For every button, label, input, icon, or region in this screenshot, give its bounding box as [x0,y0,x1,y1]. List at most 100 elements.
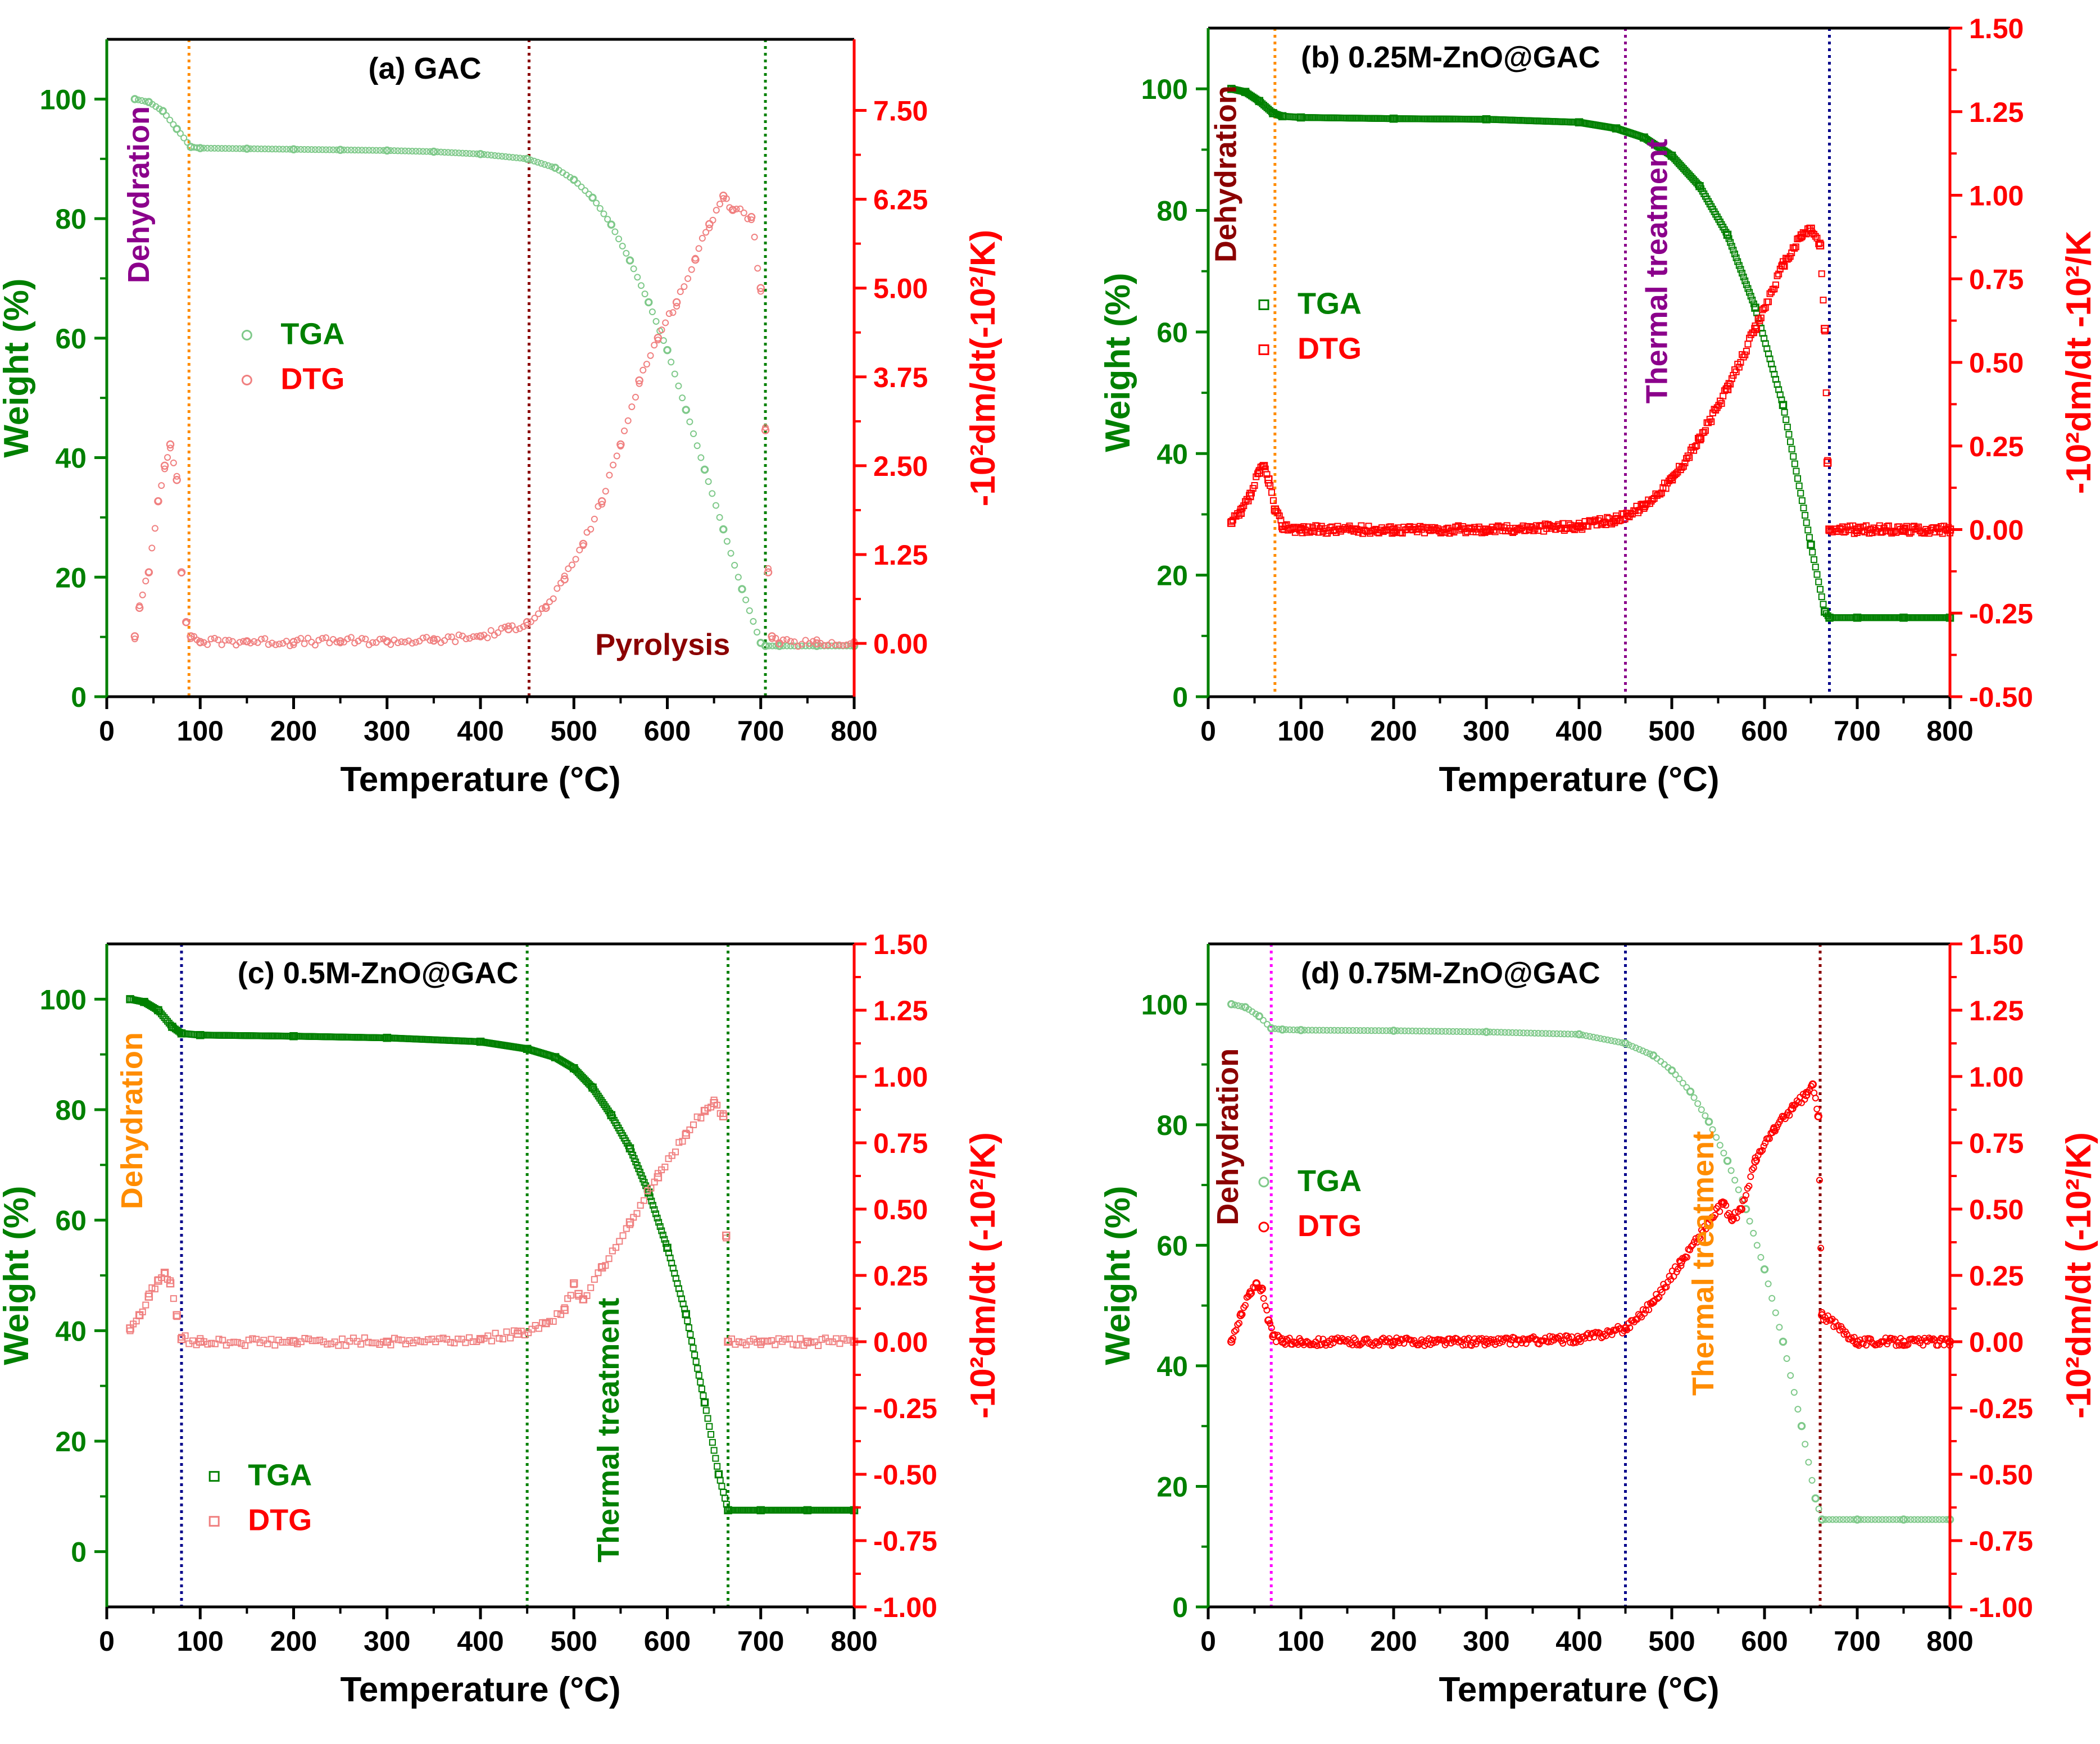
series-marker [1472,1028,1479,1036]
series-marker [684,275,692,282]
series-marker [264,1340,271,1347]
series-marker [1733,1214,1740,1221]
series-marker [649,1202,656,1209]
data-point [166,440,175,449]
series-marker [405,147,412,155]
series-marker [1258,1286,1266,1293]
data-point [336,637,344,646]
series-marker [1597,1035,1604,1042]
series-marker [1263,1306,1271,1314]
series-marker [826,1338,833,1345]
series-marker [1239,1311,1246,1318]
series-marker [690,1345,697,1352]
series-marker [535,610,542,617]
series-marker [634,274,641,281]
series-marker [659,1232,666,1239]
series-marker [746,607,753,614]
series-marker [243,145,251,152]
series-marker [1353,1341,1360,1348]
series-marker [1743,1206,1749,1212]
series-marker [1776,1324,1783,1331]
y-axis-title: Weight (%) [0,1186,36,1365]
series-marker [178,1334,185,1341]
series-marker [1825,1516,1833,1523]
series-marker [793,1342,800,1349]
y2-tick-label: 1.25 [873,539,928,571]
series-marker [1815,1505,1822,1513]
legend-dtg-label: DTG [248,1504,312,1537]
series-marker [632,393,639,401]
series-marker [1871,1516,1879,1523]
series-marker [1346,1341,1353,1348]
series-marker [671,370,678,378]
x-tick-label: 300 [364,715,410,747]
y-tick-label: 20 [55,1426,87,1457]
series-marker [151,1286,158,1293]
series-marker [1809,548,1816,556]
series-marker [1364,1027,1371,1034]
series-marker [1655,1293,1663,1301]
series-marker [148,544,156,552]
series-marker [301,1334,309,1342]
series-marker [448,633,455,641]
data-point [523,617,532,626]
series-marker [688,1338,695,1345]
series-marker [693,442,701,449]
series-marker [768,1337,775,1344]
series-marker [391,1334,398,1342]
x-axis-title: Temperature (°C) [1439,760,1719,799]
series-marker [582,187,589,194]
series-marker [323,634,330,642]
series-marker [628,403,636,410]
series-marker [1802,512,1809,519]
series-marker [1746,289,1753,296]
series-marker [1271,1025,1278,1032]
series-marker [394,639,401,647]
series-marker [619,1232,627,1239]
series-marker [514,1327,521,1334]
series-marker [679,394,686,402]
series-marker [1820,601,1827,608]
series-marker [662,319,669,326]
series-marker [335,1342,342,1349]
series-marker [1791,460,1798,467]
series-marker [1604,1036,1611,1043]
series-marker [409,639,416,647]
series-marker [1854,1516,1861,1523]
data-point [1227,1337,1236,1346]
series-marker [554,1310,561,1318]
series-marker [1290,1026,1297,1033]
series-marker [1809,1080,1816,1088]
series-marker [1781,1115,1789,1123]
series-marker [579,542,587,549]
series-marker [1725,235,1732,242]
series-marker [1581,1334,1589,1342]
series-marker [279,146,287,153]
series-marker [1920,1342,1927,1349]
series-marker [1498,1029,1505,1036]
x-tick-label: 700 [1834,1625,1880,1657]
series-marker [1768,1295,1776,1302]
series-marker [287,146,294,153]
series-marker [1586,1334,1593,1342]
series-marker [762,424,769,431]
series-marker [1240,502,1248,510]
series-marker [1257,1287,1264,1295]
series-marker [1822,1516,1829,1523]
series-marker [695,245,702,252]
series-marker [173,1313,180,1320]
series-marker [728,1335,736,1342]
series-marker [142,578,149,585]
series-marker [1900,1516,1907,1523]
series-marker [380,1338,387,1346]
series-marker [362,147,369,154]
series-marker [1743,1192,1749,1199]
y2-tick-label: 0.75 [1969,264,2024,295]
series-marker [427,637,434,644]
series-marker [1785,431,1793,438]
legend-marker [208,1516,220,1527]
series-marker [643,361,650,368]
series-marker [1349,1027,1357,1034]
series-marker [602,1262,609,1269]
y2-tick-label: 5.00 [873,273,928,305]
